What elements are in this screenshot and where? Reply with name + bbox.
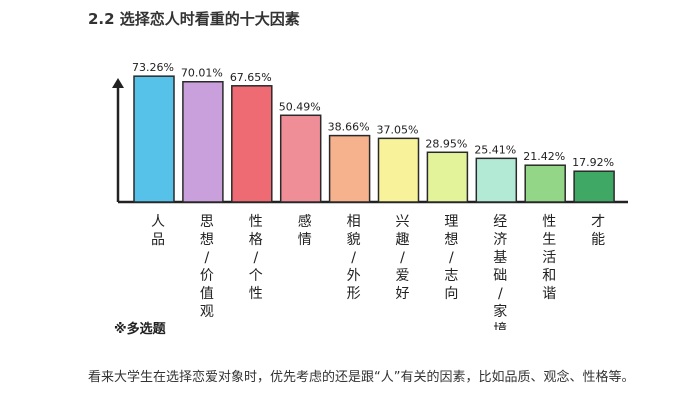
multi-choice-note: ※多选题 xyxy=(114,322,166,337)
category-label: 兴趣/爱好 xyxy=(396,214,410,302)
section-title: 2.2 选择恋人时看重的十大因素 xyxy=(88,10,300,28)
bar-value-label: 73.26% xyxy=(132,61,174,74)
category-label: 性格/个性 xyxy=(249,214,263,302)
bar-value-label: 21.42% xyxy=(523,150,565,163)
bar xyxy=(426,151,469,203)
bar-value-label: 38.66% xyxy=(328,121,370,134)
category-label: 思想/价值观 xyxy=(200,214,214,320)
category-label: 相貌/外形 xyxy=(347,214,361,302)
bar xyxy=(182,80,224,203)
bar-value-label: 25.41% xyxy=(474,143,516,156)
bar xyxy=(475,157,518,203)
bar xyxy=(328,134,371,203)
bar xyxy=(377,137,420,203)
category-label: 才能 xyxy=(591,214,605,248)
bar-value-label: 37.05% xyxy=(377,123,419,136)
bar xyxy=(231,85,273,203)
bar xyxy=(279,114,322,203)
bar xyxy=(133,75,175,203)
y-axis-arrow xyxy=(112,78,124,88)
bar-value-label: 28.95% xyxy=(425,137,467,150)
caption-text: 看来大学生在选择恋爱对象时，优先考虑的还是跟“人”有关的因素，比如品质、观念、性… xyxy=(88,370,635,385)
category-label: 经济基础/家境 xyxy=(493,214,507,330)
bar-value-label: 17.92% xyxy=(572,156,614,169)
bar-value-label: 67.65% xyxy=(230,71,272,84)
category-label: 感情 xyxy=(298,213,312,248)
category-label: 理想/志向 xyxy=(444,214,458,302)
category-label: 性生活和谐 xyxy=(542,214,556,302)
bar-value-label: 70.01% xyxy=(181,67,223,80)
bar-value-label: 50.49% xyxy=(279,100,321,113)
bar xyxy=(573,170,615,203)
bar-chart: 73.26% 人品 70.01% 思想/价值观 67.65% 性格/个性 50.49% 感情 3… xyxy=(112,61,628,330)
category-label: 人品 xyxy=(151,214,165,248)
bar xyxy=(524,164,566,203)
